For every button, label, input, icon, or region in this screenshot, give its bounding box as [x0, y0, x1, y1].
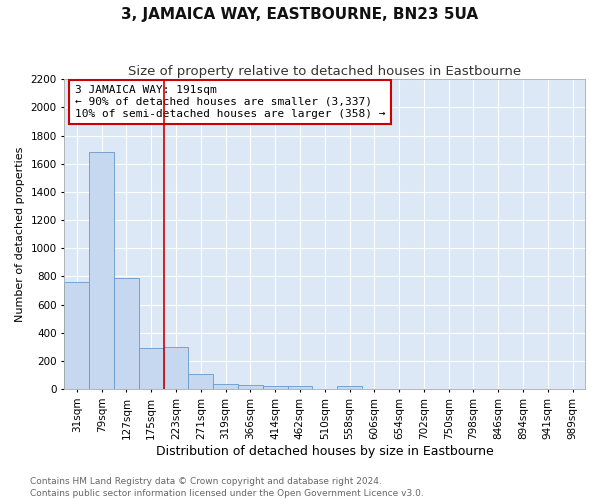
Bar: [238, 385, 263, 389]
Bar: [287, 386, 313, 389]
Text: 3 JAMAICA WAY: 191sqm
← 90% of detached houses are smaller (3,337)
10% of semi-d: 3 JAMAICA WAY: 191sqm ← 90% of detached …: [75, 86, 385, 118]
Bar: [263, 386, 287, 389]
Title: Size of property relative to detached houses in Eastbourne: Size of property relative to detached ho…: [128, 65, 521, 78]
X-axis label: Distribution of detached houses by size in Eastbourne: Distribution of detached houses by size …: [156, 444, 494, 458]
Text: 3, JAMAICA WAY, EASTBOURNE, BN23 5UA: 3, JAMAICA WAY, EASTBOURNE, BN23 5UA: [121, 8, 479, 22]
Y-axis label: Number of detached properties: Number of detached properties: [15, 146, 25, 322]
Bar: [89, 152, 114, 389]
Bar: [213, 384, 238, 389]
Bar: [337, 386, 362, 389]
Bar: [139, 348, 164, 389]
Bar: [164, 347, 188, 389]
Text: Contains HM Land Registry data © Crown copyright and database right 2024.
Contai: Contains HM Land Registry data © Crown c…: [30, 476, 424, 498]
Bar: [188, 374, 213, 389]
Bar: [114, 278, 139, 389]
Bar: [64, 282, 89, 389]
